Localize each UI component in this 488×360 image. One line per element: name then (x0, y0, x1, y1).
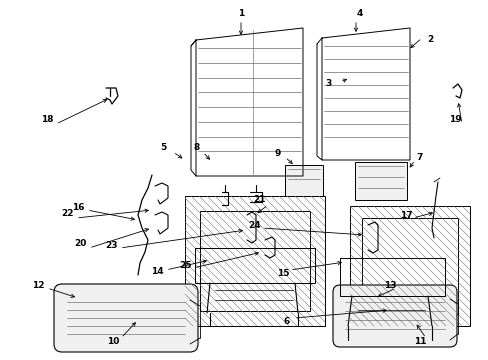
Text: 1: 1 (237, 9, 244, 18)
Text: 16: 16 (72, 202, 84, 211)
Text: 25: 25 (179, 261, 191, 270)
Text: 13: 13 (383, 280, 395, 289)
Text: 9: 9 (274, 148, 281, 158)
Text: 10: 10 (106, 338, 119, 346)
Bar (361, 218, 457, 314)
Text: 3: 3 (324, 78, 330, 87)
Text: 22: 22 (61, 208, 73, 217)
Text: 20: 20 (74, 239, 86, 248)
Text: 15: 15 (276, 269, 289, 278)
Bar (285, 165, 323, 197)
Bar (349, 206, 469, 326)
Text: 5: 5 (160, 144, 166, 153)
Text: 7: 7 (416, 153, 422, 162)
Text: 8: 8 (193, 144, 200, 153)
Bar (354, 162, 406, 200)
Text: 18: 18 (41, 116, 53, 125)
FancyBboxPatch shape (332, 285, 456, 347)
Text: 19: 19 (448, 116, 460, 125)
Bar (200, 211, 309, 311)
Text: 2: 2 (426, 36, 432, 45)
Text: 12: 12 (32, 280, 44, 289)
Text: 24: 24 (248, 220, 261, 230)
Bar (184, 196, 325, 326)
Text: 11: 11 (413, 338, 426, 346)
Text: 6: 6 (284, 318, 289, 327)
Text: 23: 23 (105, 240, 118, 249)
Text: 17: 17 (399, 211, 411, 220)
Text: 4: 4 (356, 9, 363, 18)
Text: 14: 14 (150, 267, 163, 276)
Text: 21: 21 (253, 195, 265, 204)
FancyBboxPatch shape (54, 284, 198, 352)
